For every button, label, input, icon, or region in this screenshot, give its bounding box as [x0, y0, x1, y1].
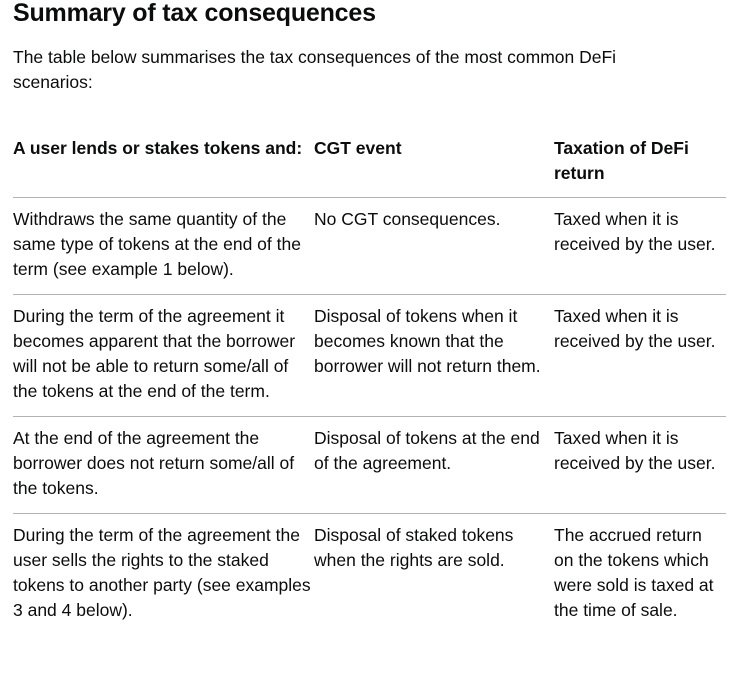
table-body: Withdraws the same quantity of the same …: [13, 197, 726, 636]
cell-scenario: At the end of the agreement the borrower…: [13, 416, 314, 514]
table-row: Withdraws the same quantity of the same …: [13, 197, 726, 295]
cell-taxation: The accrued return on the tokens which w…: [554, 525, 714, 620]
cell-scenario: During the term of the agreement it beco…: [13, 294, 314, 417]
cell-cgt-event: Disposal of tokens at the end of the agr…: [314, 416, 554, 514]
cell-scenario: During the term of the agreement the use…: [13, 525, 311, 620]
section-heading: Summary of tax consequences: [13, 0, 376, 27]
table-row: During the term of the agreement the use…: [13, 514, 726, 636]
cell-cgt-event: Disposal of staked tokens when the right…: [314, 525, 514, 570]
tax-consequences-table: A user lends or stakes tokens and: CGT e…: [13, 136, 726, 635]
table-header: A user lends or stakes tokens and: CGT e…: [13, 136, 726, 198]
main-content: Summary of tax consequences The table be…: [13, 0, 726, 635]
cell-taxation: Taxed when it is received by the user.: [554, 294, 726, 417]
column-header-taxation: Taxation of DeFi return: [554, 136, 726, 198]
cell-taxation: Taxed when it is received by the user.: [554, 416, 726, 514]
cell-taxation: Taxed when it is received by the user.: [554, 197, 726, 295]
column-header-scenario: A user lends or stakes tokens and:: [13, 136, 314, 198]
intro-paragraph: The table below summarises the tax conse…: [13, 47, 617, 92]
table-row: At the end of the agreement the borrower…: [13, 416, 726, 514]
cell-scenario: Withdraws the same quantity of the same …: [13, 197, 314, 295]
cell-cgt-event: No CGT consequences.: [314, 197, 554, 295]
header-row: A user lends or stakes tokens and: CGT e…: [13, 136, 726, 198]
column-header-cgt-event: CGT event: [314, 136, 554, 198]
cell-cgt-event: Disposal of tokens when it becomes known…: [314, 294, 554, 417]
table-row: During the term of the agreement it beco…: [13, 294, 726, 417]
